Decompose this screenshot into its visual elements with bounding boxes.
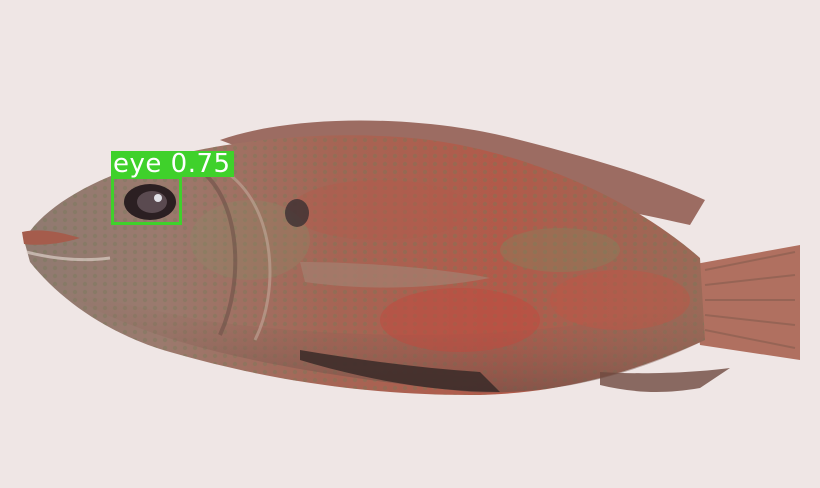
detection-label: eye 0.75 [111, 151, 234, 177]
tail-fin [690, 245, 800, 360]
mouth [22, 230, 80, 245]
pelvic-fin [300, 350, 500, 392]
pectoral-fin [300, 262, 490, 288]
detection-bounding-box [111, 176, 182, 225]
detection-confidence: 0.75 [170, 149, 231, 179]
anal-fin [600, 368, 730, 392]
detection-class-label: eye [113, 149, 162, 179]
